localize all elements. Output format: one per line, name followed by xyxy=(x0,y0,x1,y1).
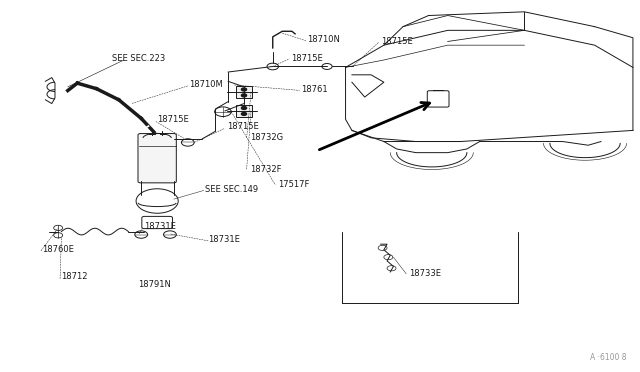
Circle shape xyxy=(241,94,246,97)
FancyBboxPatch shape xyxy=(428,91,449,107)
FancyBboxPatch shape xyxy=(236,87,252,98)
Text: 18715E: 18715E xyxy=(227,122,259,131)
Text: 18731E: 18731E xyxy=(208,235,240,244)
Text: 18710N: 18710N xyxy=(307,35,340,44)
Text: 18761: 18761 xyxy=(301,85,328,94)
Circle shape xyxy=(241,88,246,91)
FancyBboxPatch shape xyxy=(142,217,173,229)
Text: 18715E: 18715E xyxy=(157,115,189,124)
Circle shape xyxy=(241,112,246,115)
Text: 18791N: 18791N xyxy=(138,280,171,289)
Text: 18732G: 18732G xyxy=(250,133,283,142)
Text: 18731E: 18731E xyxy=(145,222,176,231)
FancyBboxPatch shape xyxy=(236,105,252,117)
FancyBboxPatch shape xyxy=(138,134,176,183)
Circle shape xyxy=(241,106,246,109)
Text: 18715E: 18715E xyxy=(381,37,412,46)
Text: 18712: 18712 xyxy=(61,272,88,281)
Text: SEE SEC.149: SEE SEC.149 xyxy=(205,185,258,194)
Text: 18733E: 18733E xyxy=(410,269,442,278)
Text: A ·6100 8: A ·6100 8 xyxy=(590,353,627,362)
Text: 17517F: 17517F xyxy=(278,180,310,189)
Text: 18715E: 18715E xyxy=(291,54,323,62)
Text: 18732F: 18732F xyxy=(250,165,281,174)
Text: 18710M: 18710M xyxy=(189,80,223,89)
Text: 18760E: 18760E xyxy=(42,244,74,253)
Text: SEE SEC.223: SEE SEC.223 xyxy=(113,54,166,62)
